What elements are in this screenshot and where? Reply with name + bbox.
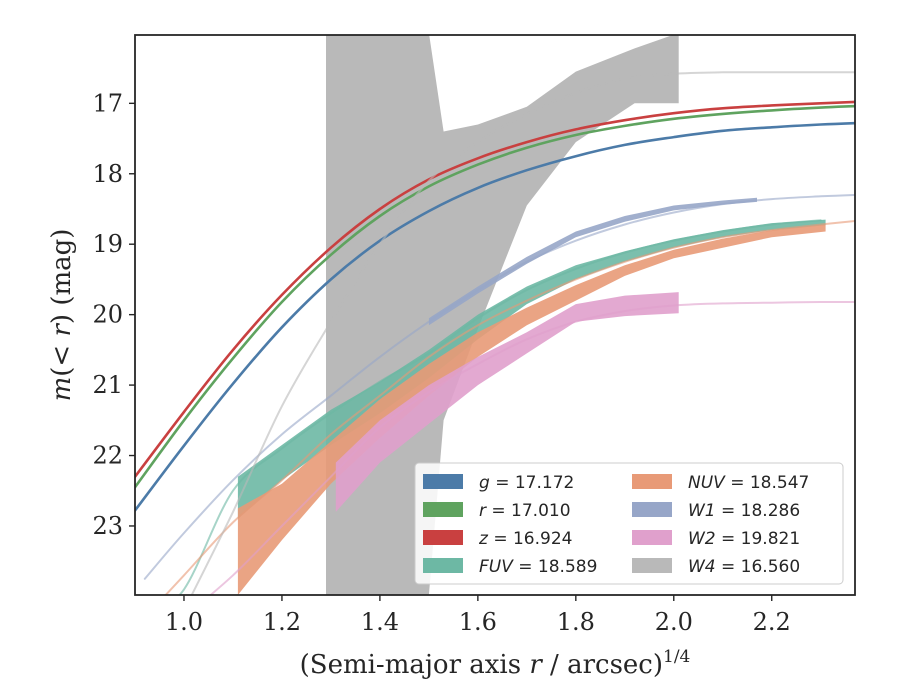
legend-swatch-r <box>423 502 463 517</box>
legend-label-w4: W4 = 16.560 <box>688 557 800 577</box>
x-tick-label: 1.2 <box>263 608 301 636</box>
x-tick-label: 1.6 <box>459 608 497 636</box>
legend-label-fuv: FUV = 18.589 <box>479 557 597 577</box>
legend-swatch-w2 <box>632 530 672 545</box>
curve-nuv <box>164 220 855 595</box>
x-tick-label: 2.0 <box>655 608 693 636</box>
y-tick-label: 18 <box>92 160 123 188</box>
y-tick-label: 19 <box>92 230 123 258</box>
legend-label-g: g = 17.172 <box>479 473 574 493</box>
y-tick-label: 22 <box>92 442 123 470</box>
curve-r <box>135 104 855 489</box>
legend-label-w2: W2 = 19.821 <box>688 529 800 549</box>
x-tick-label: 1.4 <box>361 608 399 636</box>
uncertainty-bands <box>237 35 826 595</box>
y-axis-ticks: 17 18 19 20 21 22 23 <box>92 89 135 540</box>
legend-swatch-g <box>423 474 463 489</box>
legend-swatch-w1 <box>632 502 672 517</box>
x-axis-label: (Semi-major axis r / arcsec)1/4 <box>300 647 691 680</box>
x-tick-label: 1.0 <box>165 608 203 636</box>
curve-g <box>135 121 855 512</box>
legend-swatch-w4 <box>632 558 672 573</box>
band-w2 <box>335 292 679 512</box>
model-curves <box>135 71 855 595</box>
legend-swatch-fuv <box>423 558 463 573</box>
legend-label-r: r = 17.010 <box>479 501 571 521</box>
curve-w2 <box>209 300 855 595</box>
legend-swatch-nuv <box>632 474 672 489</box>
x-axis-ticks: 1.0 1.2 1.4 1.6 1.8 2.0 2.2 <box>165 595 791 636</box>
legend-swatch-z <box>423 530 463 545</box>
y-tick-label: 17 <box>92 89 123 117</box>
y-tick-label: 20 <box>92 301 123 329</box>
legend-box <box>414 462 844 585</box>
y-axis-label: m(< r) (mag) <box>47 229 77 402</box>
y-tick-label: 23 <box>92 512 123 540</box>
curve-w4 <box>190 71 855 595</box>
x-tick-label: 2.2 <box>753 608 791 636</box>
legend: g = 17.172 r = 17.010 z = 16.924 FUV = 18.5… <box>414 462 844 585</box>
band-w4 <box>326 35 679 595</box>
curve-w1 <box>143 193 855 580</box>
x-tick-label: 1.8 <box>557 608 595 636</box>
legend-label-nuv: NUV = 18.547 <box>688 473 809 493</box>
y-tick-label: 21 <box>92 371 123 399</box>
curve-z <box>135 100 855 478</box>
curve-fuv <box>178 219 822 595</box>
legend-label-z: z = 16.924 <box>478 529 572 549</box>
legend-label-w1: W1 = 18.286 <box>688 501 800 521</box>
